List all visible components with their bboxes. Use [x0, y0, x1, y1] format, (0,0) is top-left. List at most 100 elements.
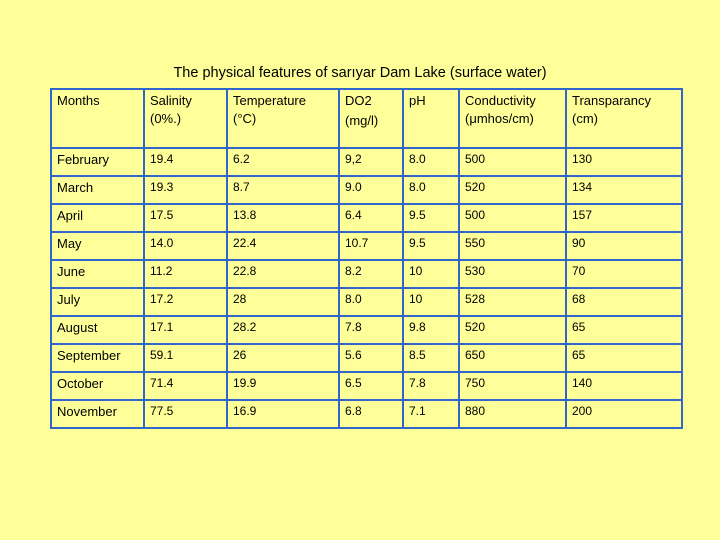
transparancy-cell: 130 — [565, 147, 683, 177]
header-temperature: Temperature (°C) — [226, 88, 340, 149]
temperature-cell: 16.9 — [226, 399, 340, 429]
temperature-cell: 28 — [226, 287, 340, 317]
header-transparancy: Transparancy (cm) — [565, 88, 683, 149]
conductivity-cell: 880 — [458, 399, 567, 429]
header-do2: DO2 (mg/l) — [338, 88, 404, 149]
table-row: May 14.0 22.4 10.7 9.5 550 90 — [50, 231, 683, 261]
temperature-cell: 6.2 — [226, 147, 340, 177]
conductivity-cell: 750 — [458, 371, 567, 401]
header-label: Months — [57, 93, 100, 108]
table-row: April 17.5 13.8 6.4 9.5 500 157 — [50, 203, 683, 233]
conductivity-cell: 520 — [458, 315, 567, 345]
conductivity-cell: 500 — [458, 147, 567, 177]
temperature-cell: 28.2 — [226, 315, 340, 345]
salinity-cell: 19.3 — [143, 175, 228, 205]
ph-cell: 8.5 — [402, 343, 460, 373]
conductivity-cell: 530 — [458, 259, 567, 289]
month-cell: February — [50, 147, 145, 177]
ph-cell: 9.5 — [402, 203, 460, 233]
salinity-cell: 17.5 — [143, 203, 228, 233]
month-cell: October — [50, 371, 145, 401]
transparancy-cell: 90 — [565, 231, 683, 261]
table-row: June 11.2 22.8 8.2 10 530 70 — [50, 259, 683, 289]
temperature-cell: 22.4 — [226, 231, 340, 261]
header-label: Salinity — [150, 93, 192, 108]
header-months: Months — [50, 88, 145, 149]
page-title: The physical features of sarıyar Dam Lak… — [173, 65, 547, 81]
do2-cell: 6.5 — [338, 371, 404, 401]
temperature-cell: 22.8 — [226, 259, 340, 289]
temperature-cell: 13.8 — [226, 203, 340, 233]
temperature-cell: 19.9 — [226, 371, 340, 401]
month-cell: September — [50, 343, 145, 373]
month-cell: July — [50, 287, 145, 317]
do2-cell: 6.4 — [338, 203, 404, 233]
do2-cell: 10.7 — [338, 231, 404, 261]
do2-cell: 9,2 — [338, 147, 404, 177]
header-label: Transparancy — [572, 93, 651, 108]
salinity-cell: 17.2 — [143, 287, 228, 317]
ph-cell: 9.5 — [402, 231, 460, 261]
salinity-cell: 59.1 — [143, 343, 228, 373]
ph-cell: 7.1 — [402, 399, 460, 429]
salinity-cell: 17.1 — [143, 315, 228, 345]
ph-cell: 7.8 — [402, 371, 460, 401]
transparancy-cell: 68 — [565, 287, 683, 317]
do2-cell: 8.0 — [338, 287, 404, 317]
transparancy-cell: 134 — [565, 175, 683, 205]
header-salinity: Salinity (0%.) — [143, 88, 228, 149]
salinity-cell: 71.4 — [143, 371, 228, 401]
header-unit: (μmhos/cm) — [465, 111, 534, 126]
do2-cell: 5.6 — [338, 343, 404, 373]
transparancy-cell: 157 — [565, 203, 683, 233]
conductivity-cell: 650 — [458, 343, 567, 373]
table-row: September 59.1 26 5.6 8.5 650 65 — [50, 343, 683, 373]
table-row: November 77.5 16.9 6.8 7.1 880 200 — [50, 399, 683, 429]
table-row: March 19.3 8.7 9.0 8.0 520 134 — [50, 175, 683, 205]
temperature-cell: 26 — [226, 343, 340, 373]
header-unit: (cm) — [572, 111, 598, 126]
header-conductivity: Conductivity (μmhos/cm) — [458, 88, 567, 149]
header-unit: (°C) — [233, 111, 257, 126]
transparancy-cell: 65 — [565, 315, 683, 345]
conductivity-cell: 550 — [458, 231, 567, 261]
header-ph: pH — [402, 88, 460, 149]
month-cell: April — [50, 203, 145, 233]
salinity-cell: 11.2 — [143, 259, 228, 289]
ph-cell: 8.0 — [402, 175, 460, 205]
header-label: DO2 — [345, 93, 372, 108]
table-row: October 71.4 19.9 6.5 7.8 750 140 — [50, 371, 683, 401]
month-cell: June — [50, 259, 145, 289]
conductivity-cell: 520 — [458, 175, 567, 205]
ph-cell: 8.0 — [402, 147, 460, 177]
ph-cell: 10 — [402, 259, 460, 289]
month-cell: May — [50, 231, 145, 261]
transparancy-cell: 140 — [565, 371, 683, 401]
table-row: August 17.1 28.2 7.8 9.8 520 65 — [50, 315, 683, 345]
do2-cell: 8.2 — [338, 259, 404, 289]
physical-features-table: Months Salinity (0%.) Temperature (°C) D… — [50, 88, 683, 429]
conductivity-cell: 500 — [458, 203, 567, 233]
salinity-cell: 77.5 — [143, 399, 228, 429]
table-header-row: Months Salinity (0%.) Temperature (°C) D… — [50, 88, 683, 149]
header-label: Temperature — [233, 93, 306, 108]
do2-cell: 9.0 — [338, 175, 404, 205]
salinity-cell: 19.4 — [143, 147, 228, 177]
month-cell: March — [50, 175, 145, 205]
month-cell: August — [50, 315, 145, 345]
temperature-cell: 8.7 — [226, 175, 340, 205]
transparancy-cell: 200 — [565, 399, 683, 429]
header-label: pH — [409, 93, 426, 108]
do2-cell: 7.8 — [338, 315, 404, 345]
do2-cell: 6.8 — [338, 399, 404, 429]
transparancy-cell: 65 — [565, 343, 683, 373]
table-body: February 19.4 6.2 9,2 8.0 500 130 March 19.3 8.7 9… — [50, 147, 683, 429]
table-row: July 17.2 28 8.0 10 528 68 — [50, 287, 683, 317]
salinity-cell: 14.0 — [143, 231, 228, 261]
transparancy-cell: 70 — [565, 259, 683, 289]
table-row: February 19.4 6.2 9,2 8.0 500 130 — [50, 147, 683, 177]
header-unit: (mg/l) — [345, 113, 379, 128]
month-cell: November — [50, 399, 145, 429]
conductivity-cell: 528 — [458, 287, 567, 317]
ph-cell: 10 — [402, 287, 460, 317]
